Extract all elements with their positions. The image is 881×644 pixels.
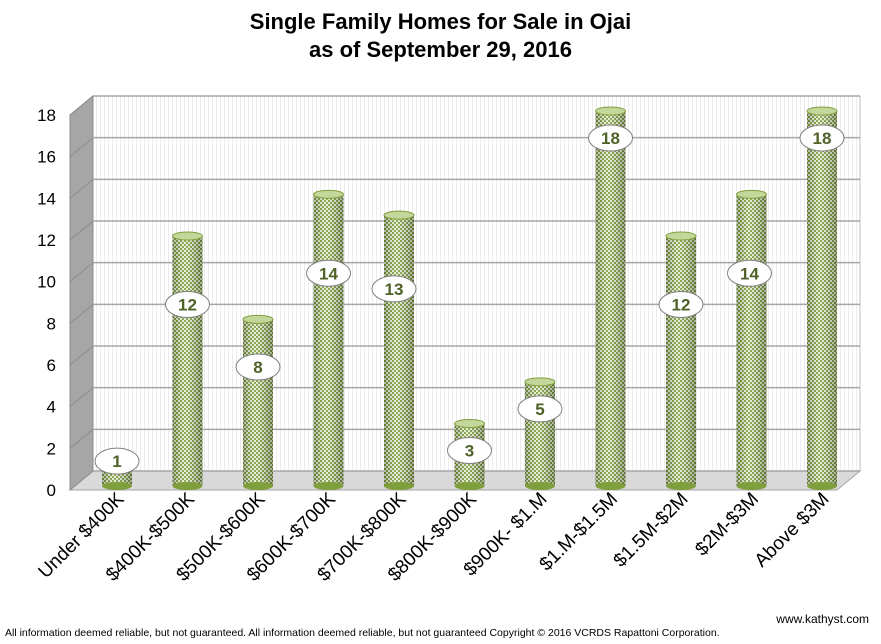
bar-shading (595, 111, 626, 486)
data-label-bubble (306, 259, 351, 287)
data-label: 13 (385, 280, 404, 299)
side-gridline (69, 137, 94, 158)
bar-base (454, 482, 485, 490)
bar-base (384, 482, 414, 490)
bar (454, 419, 485, 490)
y-tick-label: 4 (47, 398, 56, 417)
side-wall (69, 94, 94, 492)
bar-base (102, 482, 132, 490)
data-label: 14 (740, 264, 759, 283)
data-label: 8 (253, 358, 262, 377)
bar-top (172, 231, 203, 241)
bar-top (524, 377, 556, 387)
bar-shading (172, 236, 203, 486)
bar (806, 106, 838, 490)
bar-shading (736, 194, 767, 487)
bar-shading (384, 215, 414, 486)
bar-shading (807, 111, 837, 486)
x-tick-label: $1.5M-$2M (610, 489, 693, 572)
x-tick-label: Above $3M (751, 489, 834, 572)
data-label-bubble (447, 437, 492, 464)
bar (383, 210, 415, 490)
data-label-bubble (658, 291, 704, 318)
side-gridline (69, 262, 94, 283)
bar-base (666, 482, 696, 490)
bar-top (383, 210, 415, 220)
side-gridline (69, 428, 94, 449)
side-gridline (69, 178, 94, 199)
bar-top (454, 419, 485, 428)
bar-top (242, 314, 274, 324)
side-gridline (69, 345, 94, 366)
bar (313, 189, 344, 490)
bar-top (313, 189, 344, 199)
bar-top (736, 189, 767, 199)
y-tick-label: 14 (37, 189, 56, 208)
bar-shading (243, 319, 273, 486)
bar (242, 314, 274, 490)
data-label-bubble (727, 259, 772, 287)
data-label-bubble (94, 447, 140, 475)
y-tick-label: 2 (47, 439, 56, 458)
bar-base (313, 482, 344, 490)
bar-base (736, 482, 767, 490)
website-url: www.kathyst.com (776, 612, 869, 626)
back-wall (92, 95, 861, 472)
y-tick-label: 18 (37, 106, 56, 125)
side-gridline (69, 220, 94, 241)
chart-title-line1: Single Family Homes for Sale in Ojai (249, 9, 632, 34)
data-label-bubble (588, 124, 633, 152)
y-tick-label: 6 (47, 356, 56, 375)
data-label: 12 (178, 296, 197, 315)
data-label: 5 (535, 400, 544, 419)
y-tick-label: 12 (37, 231, 56, 250)
data-label-bubble (235, 353, 281, 381)
y-tick-label: 16 (37, 148, 56, 167)
bar (736, 189, 767, 490)
bar-base (807, 482, 837, 490)
bar-base (595, 482, 626, 490)
chart-title: Single Family Homes for Sale in Ojai as … (0, 8, 881, 64)
y-tick-label: 10 (37, 273, 56, 292)
data-label: 12 (672, 296, 691, 315)
bar-shading (313, 194, 344, 487)
side-gridline (69, 387, 94, 408)
bar (595, 106, 626, 490)
y-tick-label: 0 (47, 481, 56, 500)
side-gridline (69, 95, 94, 116)
data-label: 1 (112, 452, 121, 471)
chart-title-line2: as of September 29, 2016 (309, 37, 572, 62)
side-gridline (69, 470, 94, 491)
data-label-bubble (371, 275, 417, 303)
bar-top (595, 106, 626, 116)
bar (524, 377, 556, 490)
x-tick-label: $2M-$3M (691, 489, 763, 561)
data-label: 18 (601, 129, 620, 148)
y-tick-label: 8 (47, 314, 56, 333)
bar-base (243, 482, 273, 490)
bar (665, 231, 697, 490)
bar-base (172, 482, 203, 490)
bar-top (665, 231, 697, 241)
data-label: 3 (465, 442, 474, 461)
side-gridline (69, 303, 94, 324)
footer-disclaimer: All information deemed reliable, but not… (5, 627, 720, 639)
bar-shading (666, 236, 696, 486)
bar (172, 231, 203, 490)
data-label-bubble (165, 291, 210, 318)
bar-base (525, 482, 555, 490)
data-label-bubble (799, 124, 845, 152)
bar-top (806, 106, 838, 116)
data-label: 14 (319, 264, 338, 283)
data-label: 18 (813, 129, 832, 148)
data-label-bubble (517, 395, 563, 423)
